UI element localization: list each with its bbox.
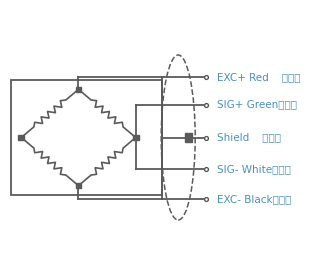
Text: EXC+ Red    （红）: EXC+ Red （红） <box>217 72 301 82</box>
Text: SIG- White（白）: SIG- White（白） <box>217 164 291 174</box>
Text: EXC- Black（黑）: EXC- Black（黑） <box>217 194 292 204</box>
Bar <box>133 135 139 140</box>
Bar <box>18 135 24 140</box>
Bar <box>76 183 81 188</box>
Bar <box>11 80 162 195</box>
Bar <box>185 133 192 142</box>
Bar <box>76 87 81 92</box>
Text: SIG+ Green（绿）: SIG+ Green（绿） <box>217 100 298 109</box>
Text: Shield    屏蔽线: Shield 屏蔽线 <box>217 133 282 142</box>
